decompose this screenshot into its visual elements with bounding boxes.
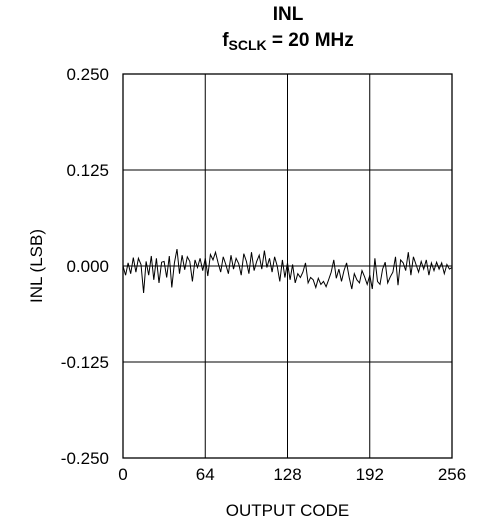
x-tick-labels: 0 64 128 192 256: [118, 465, 466, 484]
y-tick-label: 0.000: [66, 257, 109, 276]
y-tick-label: 0.125: [66, 161, 109, 180]
y-tick-label: 0.250: [66, 65, 109, 84]
x-axis-label: OUTPUT CODE: [226, 501, 349, 520]
subtitle-subscript: SCLK: [229, 37, 267, 53]
y-tick-label: -0.125: [61, 353, 109, 372]
inl-series-line: [122, 249, 453, 293]
subtitle-prefix: f: [222, 30, 229, 51]
x-tick-label: 0: [118, 465, 127, 484]
subtitle-suffix: = 20 MHz: [267, 30, 354, 51]
x-tick-label: 256: [438, 465, 466, 484]
y-tick-label: -0.250: [61, 449, 109, 468]
chart-subtitle: fSCLK = 20 MHz: [222, 30, 354, 53]
x-tick-label: 128: [273, 465, 301, 484]
y-tick-labels: 0.250 0.125 0.000 -0.125 -0.250: [61, 65, 109, 468]
x-tick-label: 64: [196, 465, 215, 484]
x-tick-label: 192: [356, 465, 384, 484]
grid-lines: [123, 74, 452, 458]
y-axis-label: INL (LSB): [27, 229, 46, 303]
chart-title: INL: [273, 4, 304, 25]
